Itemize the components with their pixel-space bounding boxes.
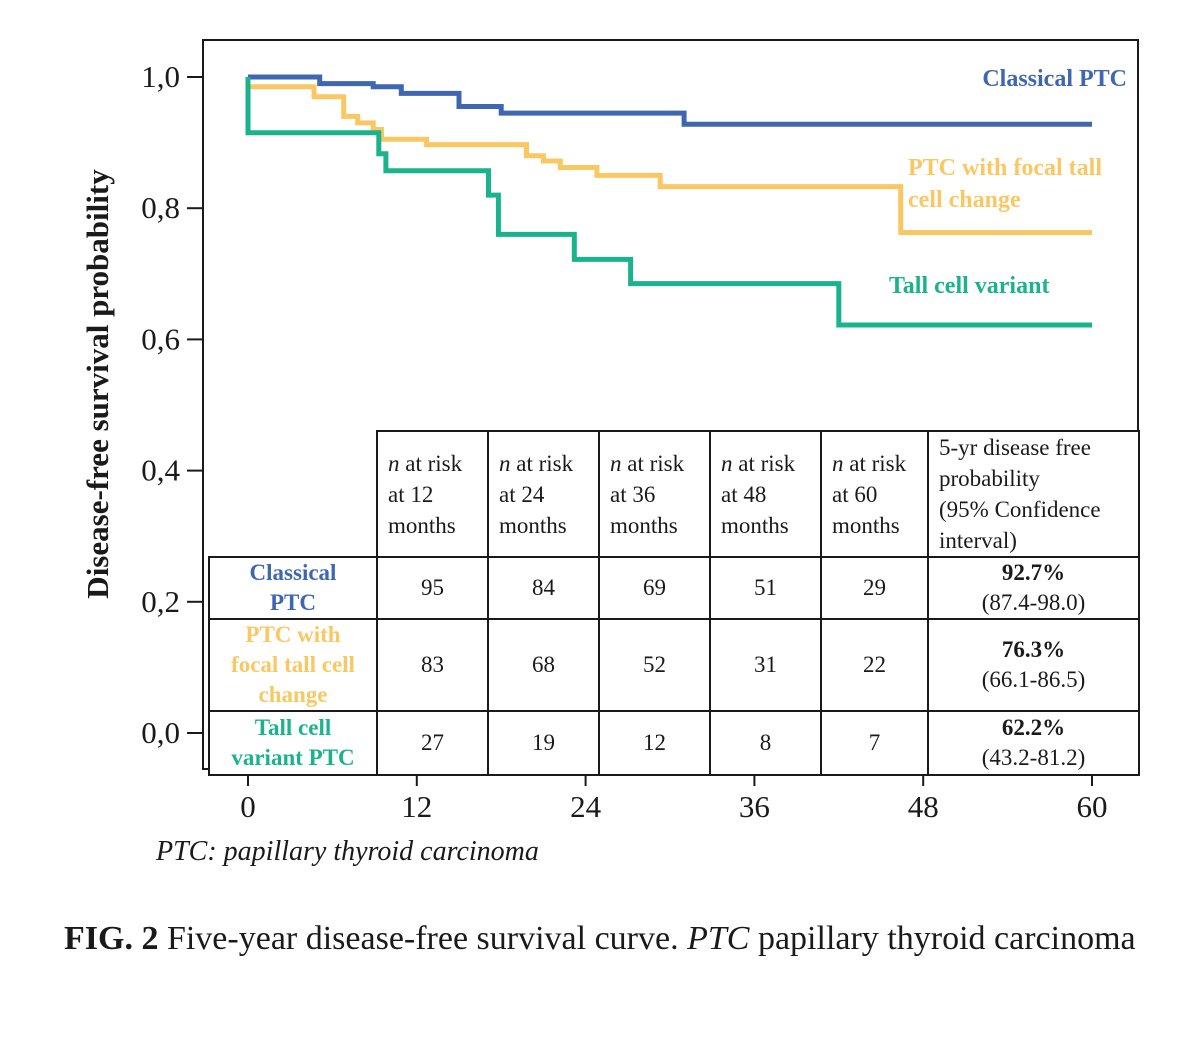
series-label-focal-line-1: PTC with focal tall <box>908 155 1102 181</box>
header-risk-24: n at risk at 24 months <box>487 430 600 558</box>
cell-value: 69 <box>598 556 711 620</box>
cell-value: 51 <box>709 556 822 620</box>
survival-chart: 0,0 0,2 0,4 0,6 0,8 1,0 0 12 24 36 48 60 Disease-f… <box>80 39 1139 824</box>
table-corner-cell <box>209 431 378 558</box>
cell-probability: 92.7% (87.4-98.0) <box>927 556 1140 620</box>
series-lines <box>245 74 1092 328</box>
series-label-classical: Classical PTC <box>982 66 1127 92</box>
series-label-tall: Tall cell variant <box>889 273 1049 299</box>
series-label-focal-line-2: cell change <box>908 187 1021 213</box>
table-row-classical: Classical PTC 95 84 69 51 29 92.7% (87.4-9… <box>208 556 1140 620</box>
figure-caption: FIG. 2 Five-year disease-free survival c… <box>64 916 1154 962</box>
cell-value: 12 <box>598 710 711 776</box>
cell-value: 29 <box>820 556 929 620</box>
y-tick-label: 1,0 <box>141 59 180 94</box>
cell-value: 31 <box>709 618 822 712</box>
x-tick-label: 0 <box>240 789 256 824</box>
x-tick-label: 12 <box>401 789 432 824</box>
cell-value: 84 <box>487 556 600 620</box>
row-label-classical: Classical PTC <box>208 556 378 620</box>
y-tick-label: 0,0 <box>141 715 180 750</box>
series-line-tall <box>245 77 1092 328</box>
cell-value: 95 <box>376 556 489 620</box>
cell-value: 7 <box>820 710 929 776</box>
cell-value: 22 <box>820 618 929 712</box>
x-tick-label: 60 <box>1077 789 1108 824</box>
header-risk-36: n at risk at 36 months <box>598 430 711 558</box>
series-line-classical <box>248 74 1092 127</box>
x-tick-label: 36 <box>739 789 770 824</box>
cell-value: 27 <box>376 710 489 776</box>
header-risk-60: n at risk at 60 months <box>820 430 929 558</box>
row-label-tall: Tall cell variant PTC <box>208 710 378 776</box>
y-tick-label: 0,8 <box>141 190 180 225</box>
cell-value: 8 <box>709 710 822 776</box>
figure-label: FIG. 2 <box>64 920 159 957</box>
y-tick-label: 0,2 <box>141 584 180 619</box>
table-header-row: n at risk at 12 months n at risk at 24 month… <box>209 430 1140 558</box>
row-label-focal: PTC with focal tall cell change <box>208 618 378 712</box>
risk-table: n at risk at 12 months n at risk at 24 month… <box>208 430 1140 776</box>
caption-text: Five-year disease-free survival curve. <box>158 920 688 957</box>
y-tick-label: 0,4 <box>141 453 180 488</box>
cell-value: 19 <box>487 710 600 776</box>
header-risk-12: n at risk at 12 months <box>376 430 489 558</box>
header-probability: 5-yr disease free probability (95% Confide… <box>927 430 1140 558</box>
cell-value: 52 <box>598 618 711 712</box>
table-row-focal: PTC with focal tall cell change 83 68 52 3… <box>208 618 1140 712</box>
cell-value: 83 <box>376 618 489 712</box>
cell-value: 68 <box>487 618 600 712</box>
y-tick-label: 0,6 <box>141 321 180 356</box>
caption-text-2: papillary thyroid carcinoma <box>749 920 1136 957</box>
y-axis-label: Disease-free survival probability <box>80 169 115 599</box>
caption-abbreviation: PTC <box>687 920 750 957</box>
cell-probability: 62.2% (43.2-81.2) <box>927 710 1140 776</box>
footnote: PTC: papillary thyroid carcinoma <box>156 836 539 867</box>
cell-probability: 76.3% (66.1-86.5) <box>927 618 1140 712</box>
header-risk-48: n at risk at 48 months <box>709 430 822 558</box>
x-tick-label: 24 <box>570 789 602 824</box>
x-axis: 0 12 24 36 48 60 <box>240 769 1108 824</box>
x-tick-label: 48 <box>908 789 939 824</box>
series-line-focal <box>248 84 1092 235</box>
y-axis: 0,0 0,2 0,4 0,6 0,8 1,0 <box>141 59 203 750</box>
table-row-tall: Tall cell variant PTC 27 19 12 8 7 62.2%(… <box>208 710 1140 776</box>
